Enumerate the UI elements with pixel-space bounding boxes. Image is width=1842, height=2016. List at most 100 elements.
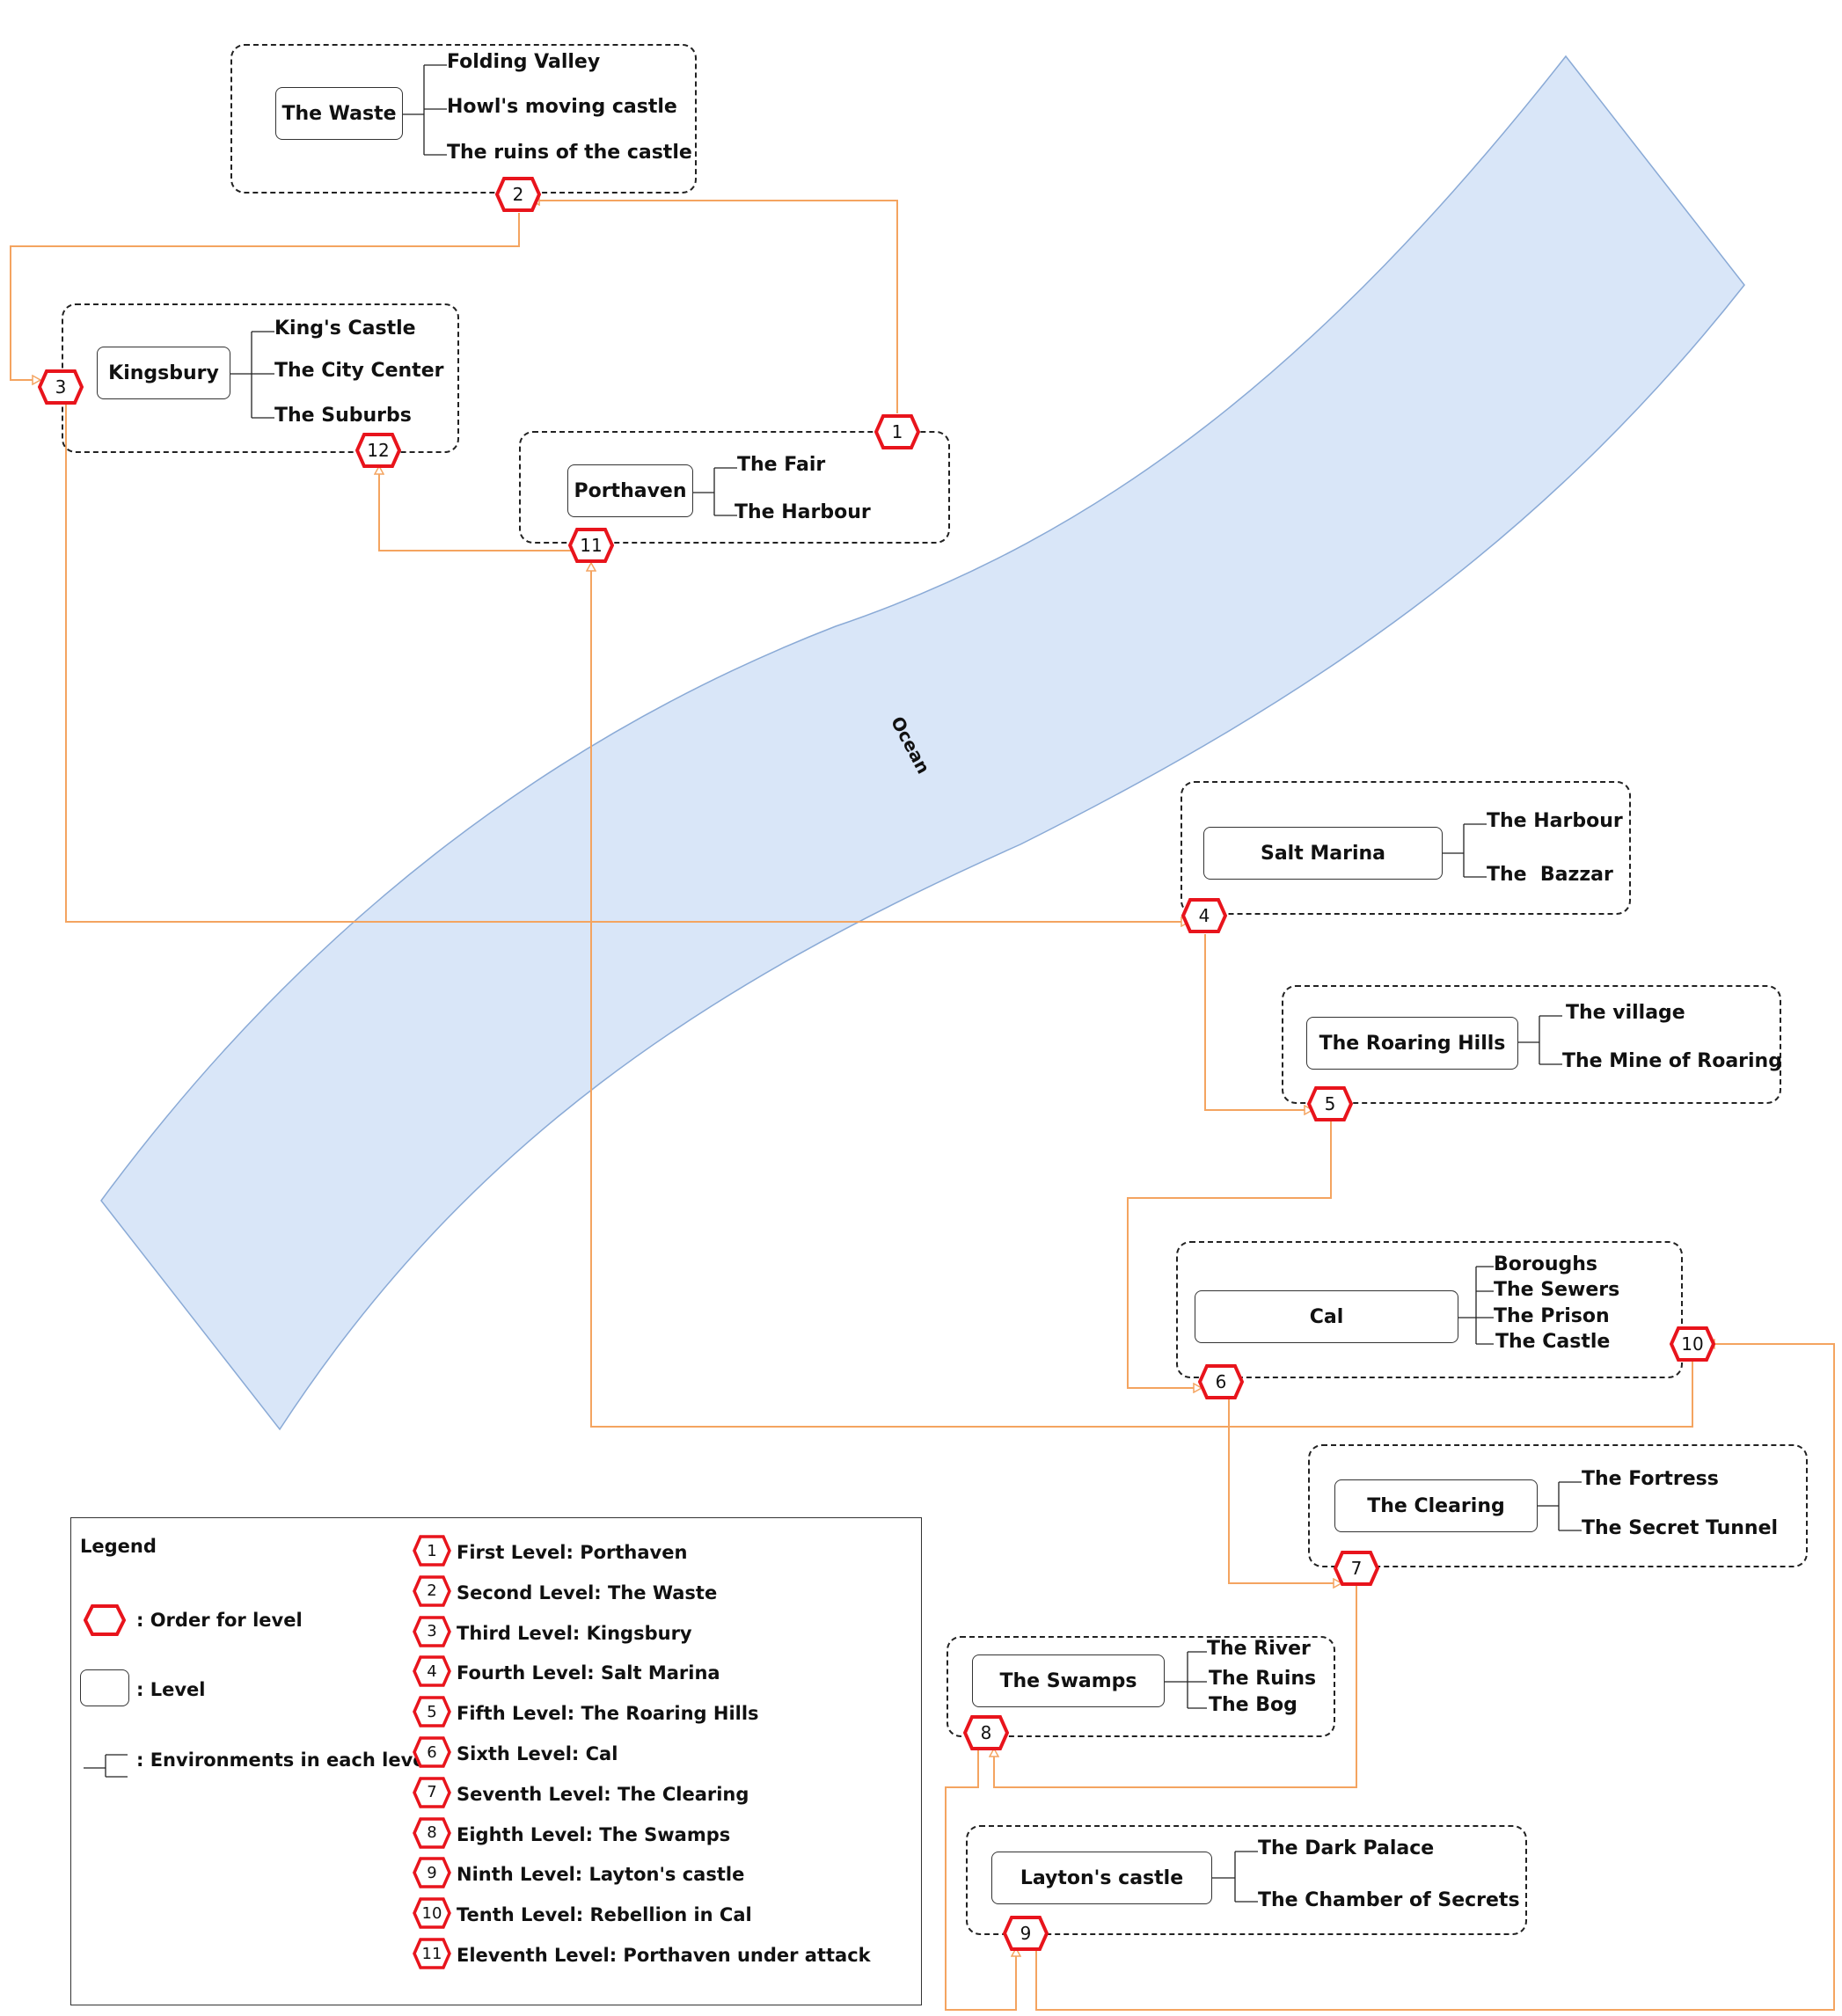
order-marker-1[interactable]: 1 — [874, 414, 920, 449]
environment-label: The Bazzar — [1487, 864, 1613, 886]
hexagon-icon — [413, 1816, 451, 1849]
legend-entry-label: Seventh Level: The Clearing — [457, 1783, 749, 1805]
legend-entry-label: Ninth Level: Layton's castle — [457, 1864, 745, 1886]
legend-order-number: 9 — [427, 1863, 437, 1882]
legend-order-marker: 9 — [413, 1857, 451, 1889]
connector-2-3 — [10, 213, 520, 380]
environment-label: The Bog — [1209, 1694, 1297, 1716]
legend-entry-label: Tenth Level: Rebellion in Cal — [457, 1904, 752, 1926]
environment-label: The Suburbs — [274, 405, 412, 427]
legend-entry-label: Third Level: Kingsbury — [457, 1622, 692, 1644]
hexagon-icon — [963, 1715, 1009, 1750]
level-group-swamps — [947, 1636, 1335, 1737]
environment-label: The Mine of Roaring — [1562, 1050, 1782, 1072]
legend-order-number: 4 — [427, 1662, 437, 1681]
legend-order-marker: 10 — [413, 1897, 451, 1929]
order-marker-9[interactable]: 9 — [1003, 1916, 1049, 1951]
hexagon-icon — [413, 1535, 451, 1567]
legend-order-marker: 2 — [413, 1575, 451, 1607]
environment-label: King's Castle — [274, 318, 416, 340]
hexagon-icon — [1181, 898, 1227, 933]
order-marker-3[interactable]: 3 — [38, 369, 84, 405]
environment-label: The Ruins — [1209, 1668, 1317, 1690]
environment-label: The Castle — [1495, 1331, 1611, 1353]
legend-order-marker: 1 — [413, 1535, 451, 1567]
connector-4-5 — [1204, 934, 1312, 1110]
hexagon-icon — [413, 1696, 451, 1727]
hexagon-icon — [413, 1736, 451, 1768]
environment-label: The Secret Tunnel — [1582, 1517, 1779, 1539]
order-marker-2[interactable]: 2 — [495, 177, 541, 212]
level-box-clearing[interactable]: The Clearing — [1334, 1479, 1538, 1532]
legend-entry-label: Eleventh Level: Porthaven under attack — [457, 1945, 871, 1966]
order-marker-12[interactable]: 12 — [355, 433, 401, 468]
legend-environment-label: : Environments in each level — [136, 1749, 432, 1771]
connector-11-12 — [379, 466, 572, 551]
connector-10-11 — [591, 563, 1693, 1428]
level-box-salt-marina[interactable]: Salt Marina — [1203, 827, 1443, 880]
legend-order-number: 11 — [421, 1944, 442, 1963]
level-group-waste — [230, 44, 697, 194]
level-box-swamps[interactable]: The Swamps — [972, 1654, 1165, 1707]
hexagon-icon — [84, 1604, 126, 1636]
order-marker-11[interactable]: 11 — [568, 528, 614, 563]
order-marker-4[interactable]: 4 — [1181, 898, 1227, 933]
connector-8-9 — [945, 1749, 1016, 2011]
level-box-layton[interactable]: Layton's castle — [991, 1852, 1212, 1904]
environment-brackets — [84, 64, 1582, 1903]
legend-order-number: 8 — [427, 1823, 437, 1843]
hexagon-icon — [1670, 1326, 1715, 1362]
legend-order-marker: 3 — [413, 1615, 451, 1647]
hexagon-icon — [413, 1938, 451, 1969]
hexagon-icon — [1307, 1086, 1353, 1121]
environment-label: The Sewers — [1494, 1279, 1620, 1301]
legend-order-marker: 8 — [413, 1816, 451, 1849]
level-box-waste[interactable]: The Waste — [275, 87, 403, 140]
environment-label: Folding Valley — [447, 51, 601, 73]
legend-order-number: 3 — [427, 1622, 437, 1641]
connector-5-6 — [1127, 1121, 1332, 1388]
environment-label: The City Center — [274, 360, 444, 382]
legend-entry-label: Sixth Level: Cal — [457, 1743, 618, 1764]
level-box-roaring-hills[interactable]: The Roaring Hills — [1306, 1017, 1518, 1070]
order-marker-8[interactable]: 8 — [963, 1715, 1009, 1750]
legend-order-number: 10 — [421, 1903, 442, 1923]
order-marker-10[interactable]: 10 — [1670, 1326, 1715, 1362]
legend-title: Legend — [80, 1536, 157, 1557]
environment-label: The village — [1566, 1002, 1685, 1024]
hexagon-icon — [413, 1777, 451, 1808]
environment-label: The Harbour — [1487, 810, 1623, 832]
environment-label: The Fair — [737, 454, 826, 476]
legend-level-label: : Level — [136, 1679, 206, 1700]
legend-entry-label: Eighth Level: The Swamps — [457, 1823, 731, 1845]
level-box-cal[interactable]: Cal — [1195, 1290, 1458, 1343]
environment-label: The Fortress — [1582, 1468, 1719, 1490]
hexagon-icon — [1198, 1364, 1244, 1399]
legend-order-label: : Order for level — [136, 1610, 303, 1631]
connector-3-4 — [65, 405, 1189, 922]
hexagon-icon — [413, 1655, 451, 1688]
level-symbol-icon — [80, 1669, 129, 1706]
level-group-cal — [1176, 1241, 1683, 1378]
environment-label: The Harbour — [735, 501, 871, 523]
hexagon-icon — [495, 177, 541, 212]
hexagon-icon — [413, 1857, 451, 1889]
order-marker-5[interactable]: 5 — [1307, 1086, 1353, 1121]
legend-order-marker: 7 — [413, 1777, 451, 1808]
legend-order-marker: 11 — [413, 1938, 451, 1969]
legend-order-marker: 6 — [413, 1736, 451, 1768]
legend-entry-label: Second Level: The Waste — [457, 1581, 718, 1603]
legend-entry-label: Fifth Level: The Roaring Hills — [457, 1703, 759, 1725]
level-group-porthaven — [519, 431, 950, 544]
hexagon-icon — [413, 1897, 451, 1929]
hexagon-icon — [1334, 1551, 1379, 1586]
level-box-kingsbury[interactable]: Kingsbury — [97, 347, 230, 399]
order-marker-7[interactable]: 7 — [1334, 1551, 1379, 1586]
legend-order-number: 2 — [427, 1581, 437, 1601]
level-box-porthaven[interactable]: Porthaven — [567, 464, 693, 517]
legend-order-number: 1 — [427, 1541, 437, 1560]
legend-order-number: 5 — [427, 1702, 437, 1721]
ocean-shape — [100, 55, 1745, 1431]
order-marker-6[interactable]: 6 — [1198, 1364, 1244, 1399]
connector-1-2 — [531, 201, 898, 413]
